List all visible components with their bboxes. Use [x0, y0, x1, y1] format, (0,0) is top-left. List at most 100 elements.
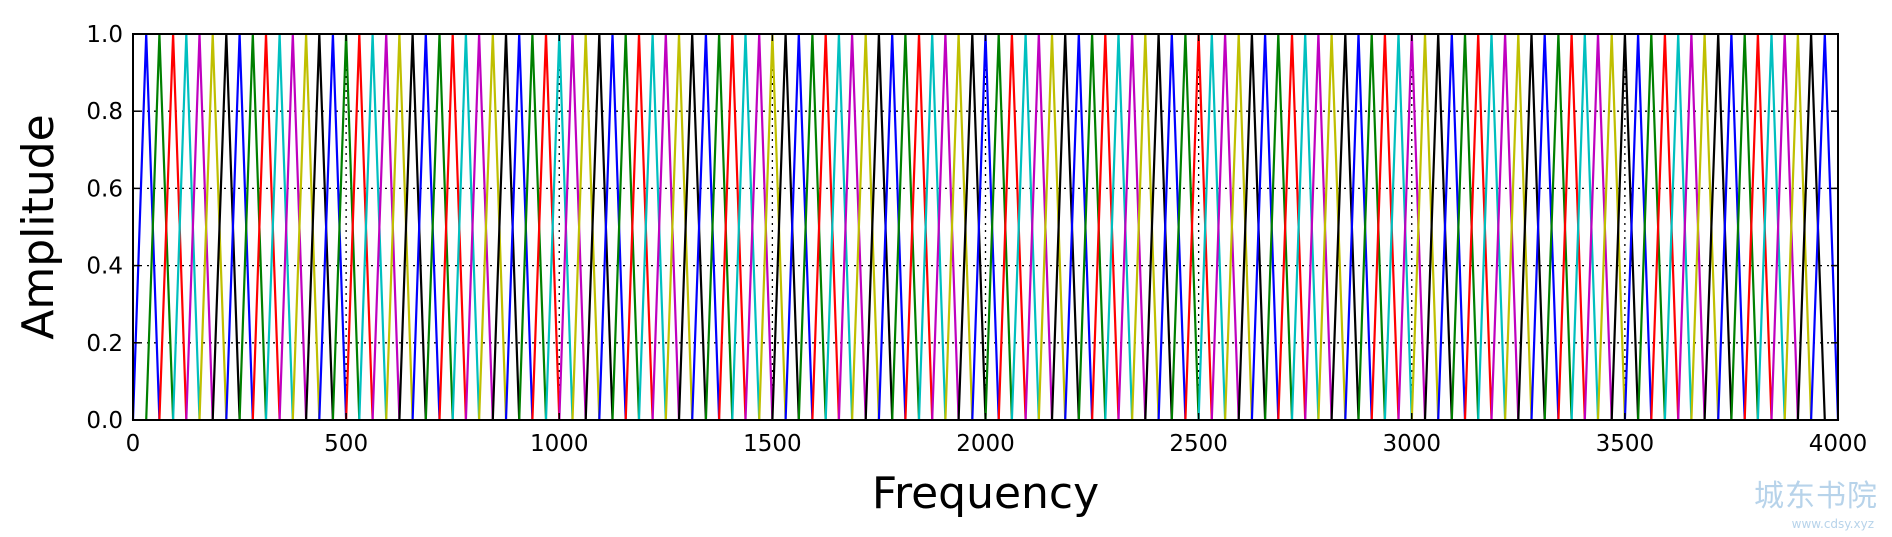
y-tick-label: 0.2	[86, 331, 123, 357]
filter-series-line	[1463, 33, 1493, 421]
filter-series-line	[1437, 33, 1467, 421]
filter-series-line	[1596, 33, 1626, 421]
filter-series-line	[305, 33, 334, 421]
filter-series-line	[1224, 33, 1253, 421]
x-tick-label: 3000	[1382, 431, 1441, 457]
filter-series-line	[1237, 33, 1267, 421]
filter-series-line	[1157, 33, 1187, 421]
filter-series-line	[984, 33, 1013, 421]
x-tick-label: 500	[324, 431, 368, 457]
y-tick-label: 0.8	[86, 99, 123, 125]
x-axis-title: Frequency	[872, 468, 1099, 519]
filter-series-line	[957, 33, 987, 421]
filter-series-line	[318, 33, 348, 421]
filter-series-line	[1783, 33, 1813, 421]
filter-series-line	[145, 33, 175, 421]
filter-series-line	[931, 33, 960, 421]
y-axis-ticks: 0.0 0.2 0.4 0.6 0.8 1.0	[86, 22, 1838, 434]
filter-series-line	[198, 33, 228, 421]
filter-series-line	[691, 33, 721, 421]
filter-series-line	[451, 33, 481, 421]
filter-series-line	[1117, 33, 1147, 421]
filter-series-line	[664, 33, 694, 421]
filter-series-line	[172, 33, 201, 421]
filter-series-line	[1703, 33, 1733, 421]
filter-series-line	[1530, 33, 1560, 421]
filter-series-line	[811, 33, 840, 421]
filter-series-line	[238, 33, 268, 421]
x-tick-label: 2000	[956, 431, 1015, 457]
filter-series-line	[1650, 33, 1680, 421]
filter-series-line	[345, 33, 374, 421]
filter-series-line	[584, 33, 614, 421]
filter-series-line	[997, 33, 1027, 421]
filter-series-line	[611, 33, 641, 421]
filter-series-line	[904, 33, 934, 421]
filter-series-line	[1383, 33, 1413, 421]
filter-series-line	[1277, 33, 1307, 421]
filter-series-line	[1170, 33, 1200, 421]
filter-series-line	[185, 33, 214, 421]
filter-series-line	[917, 33, 947, 421]
filter-series-line	[531, 33, 561, 421]
filter-series-line	[1370, 33, 1400, 421]
y-tick-label: 0.6	[86, 176, 123, 202]
y-tick-label: 1.0	[86, 22, 123, 48]
filter-series-line	[877, 33, 907, 421]
filter-series-line	[1091, 33, 1120, 421]
filter-series-line	[371, 33, 401, 421]
x-tick-label: 4000	[1809, 431, 1868, 457]
filter-series-line	[1064, 33, 1094, 421]
filter-series-line	[424, 33, 454, 421]
y-axis-title: Amplitude	[13, 114, 64, 339]
filter-series-line	[1690, 33, 1720, 421]
filter-series-line	[824, 33, 854, 421]
filter-series-line	[797, 33, 827, 421]
filter-series-line	[851, 33, 880, 421]
filter-series-line	[1677, 33, 1706, 421]
filter-series-line	[438, 33, 467, 421]
filter-series-line	[1037, 33, 1067, 421]
filter-series-line	[1663, 33, 1693, 421]
filter-series-line	[744, 33, 774, 421]
filter-series-line	[1344, 33, 1373, 421]
filter-series-line	[1637, 33, 1666, 421]
filter-series-line	[1264, 33, 1294, 421]
watermark-text: 城东书院	[1754, 479, 1878, 514]
filter-series-line	[251, 33, 281, 421]
filter-series-line	[1423, 33, 1453, 421]
filter-series-line	[1623, 33, 1653, 421]
grid-lines	[133, 34, 1838, 420]
filter-series-line	[558, 33, 587, 421]
filter-series-line	[211, 33, 241, 421]
filter-series-line	[264, 33, 294, 421]
watermark-url: www.cdsy.xyz	[1791, 517, 1874, 531]
x-tick-label: 0	[126, 431, 141, 457]
filter-series-line	[1490, 33, 1520, 421]
filter-series-line	[1131, 33, 1160, 421]
filter-series-line	[504, 33, 534, 421]
filter-series-line	[1450, 33, 1480, 421]
filter-series-line	[1557, 33, 1586, 421]
filter-series-line	[624, 33, 654, 421]
filter-series-line	[1517, 33, 1546, 421]
filter-series-line	[358, 33, 388, 421]
filter-series-line	[518, 33, 548, 421]
filter-series-line	[837, 33, 867, 421]
filter-series-line	[571, 33, 601, 421]
filter-series-line	[1717, 33, 1746, 421]
filter-series-line	[677, 33, 707, 421]
filter-series-line	[704, 33, 734, 421]
filter-series-line	[784, 33, 814, 421]
filter-series-line	[1317, 33, 1347, 421]
filter-series-line	[1250, 33, 1280, 421]
filter-series-line	[291, 33, 321, 421]
filter-series-line	[1743, 33, 1773, 421]
filter-series-line	[1410, 33, 1440, 421]
filter-series-line	[1290, 33, 1320, 421]
filter-series-line	[1570, 33, 1600, 421]
filter-series-line	[944, 33, 974, 421]
filter-series-line	[1770, 33, 1799, 421]
x-tick-label: 2500	[1169, 431, 1228, 457]
